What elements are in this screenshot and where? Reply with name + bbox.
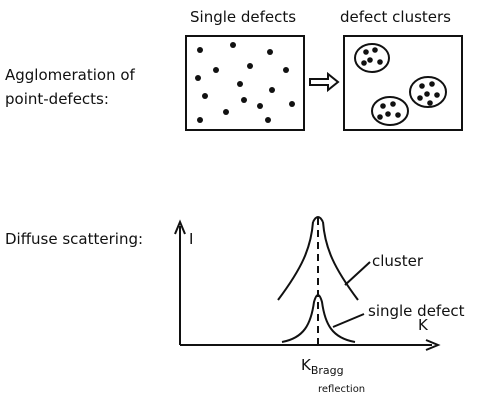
cluster-curve [277,221,314,301]
single-defects [195,42,295,123]
y-axis-label: I [189,230,193,248]
single-defect-box [185,35,305,131]
cluster-curve [322,221,359,301]
leader-line [344,261,371,286]
side-label: point-defects: [5,90,109,108]
leader-line [332,313,365,328]
bragg-label: KBragg [301,356,344,377]
bragg-symbol: K [301,356,312,374]
curve-label: single defect [368,302,465,320]
bragg-note: reflection [318,384,365,395]
curve-label: cluster [372,252,424,270]
clusters [354,43,447,126]
side-label: Diffuse scattering: [5,230,143,248]
arrow [309,71,340,93]
panel-title: defect clusters [340,8,451,26]
x-axis-label: K [418,316,429,334]
side-label: Agglomeration of [5,66,136,84]
bragg-subscript: Bragg [311,364,344,377]
panel-title: Single defects [190,8,296,26]
single-defect-curve [281,294,356,343]
y-axis-arrow [174,219,186,235]
cluster-peak [312,216,324,223]
x-axis-arrow [425,339,441,351]
cluster-box [343,35,463,131]
